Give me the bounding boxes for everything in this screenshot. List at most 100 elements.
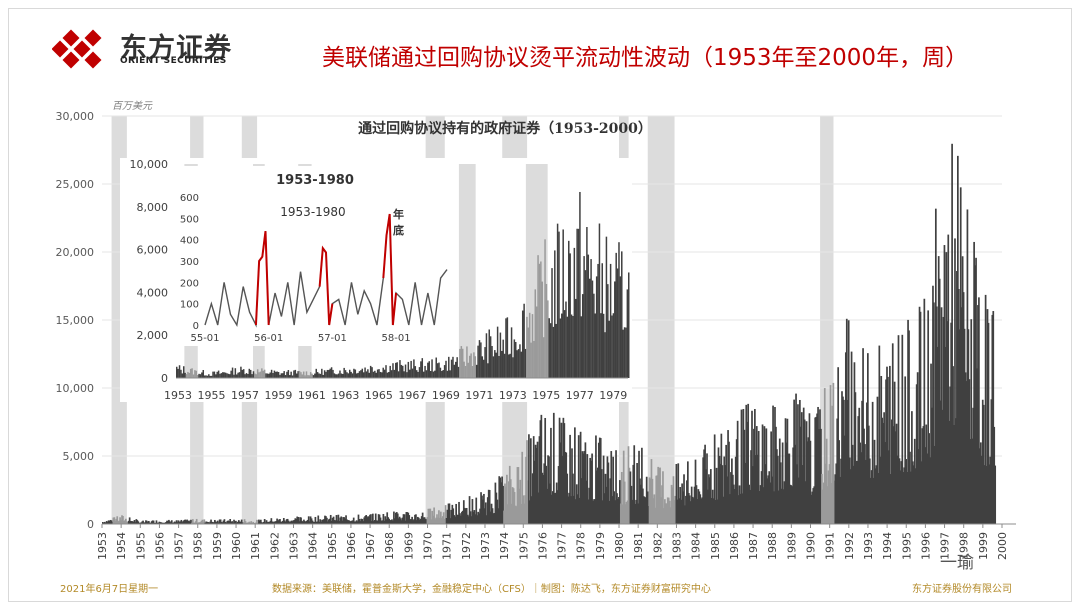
inset-bar [569,253,571,378]
bar [661,485,663,524]
bar [750,450,752,524]
bar [718,455,721,524]
bar [209,521,211,524]
inset-bar [609,263,612,378]
bar [137,521,140,524]
bar [894,431,897,524]
bar [356,521,359,524]
bar [565,452,568,524]
bar [130,521,133,524]
bar [930,363,932,524]
bar [762,487,765,524]
bar [490,503,493,524]
bar [454,516,457,524]
bar [924,447,927,524]
bar [343,517,345,524]
bar [538,436,541,524]
inset-bar [335,374,337,378]
bar [868,458,871,524]
bar [482,499,484,524]
bar [152,520,155,524]
x-tick-label: 1969 [402,532,415,560]
bar [112,517,115,524]
x-tick-label: 1988 [766,532,779,560]
bar [126,521,129,524]
bar [812,488,815,524]
bar [926,453,929,524]
inset-bar [526,316,528,378]
bar [704,444,706,524]
bar [857,416,860,524]
inset-bar [540,261,542,378]
bar [223,519,226,524]
bar [932,285,934,524]
bar [684,505,686,524]
inset-bar [460,346,463,378]
inset-bar [598,223,601,378]
inset-bar [265,373,267,378]
inset-bar [537,255,539,378]
bar [681,483,683,524]
bar [582,453,585,524]
inset-bar [466,346,468,378]
bar [569,434,571,524]
bar [614,500,616,524]
bar [315,521,318,524]
inset2-y-tick-label: 100 [180,300,199,311]
inset-y-tick-label: 10,000 [130,158,169,171]
bar [949,386,952,524]
bar [540,414,543,524]
bar [811,491,814,524]
inset-bar [499,332,502,378]
slide-frame [8,8,1072,602]
bar [710,497,713,524]
bar [485,515,488,524]
bar [753,428,755,524]
bar [563,423,566,524]
bar [844,352,847,524]
inset-bar [446,370,449,378]
bar [443,519,446,524]
bar [694,459,697,524]
inset-bar [473,352,475,378]
bar [574,427,576,524]
bar [410,519,412,524]
bar [287,520,290,524]
bar [160,522,163,524]
inset-bar [583,256,585,378]
inset-bar [329,368,331,378]
bar [242,522,245,524]
bar [748,484,750,524]
bar [401,517,404,524]
bar [460,515,462,524]
inset-bar [206,375,209,378]
bar [548,456,550,524]
bar [619,480,621,524]
bar [621,504,624,524]
bar [583,451,586,524]
brand-logo: 东方证券 ORIENT SECURITIES [51,28,252,70]
inset-bar [523,303,525,378]
bar [284,521,287,524]
bar [156,522,159,524]
bar [145,520,147,524]
inset2-annotation-1: 年 [393,207,404,221]
inset-bar [478,340,481,378]
bar [897,335,900,524]
inset-bar [283,371,285,378]
bar [191,522,193,524]
bar [799,399,801,524]
bar [986,309,989,524]
bar [836,418,839,524]
bar [944,346,947,524]
logo-text-en: ORIENT SECURITIES [120,56,227,66]
bar [895,423,898,524]
bar [889,474,892,524]
inset2-y-tick-label: 300 [180,257,199,268]
bar [561,455,564,524]
bar [896,455,899,524]
bar [205,521,208,524]
bar [991,314,994,524]
bar [536,441,539,524]
bar [573,495,575,524]
